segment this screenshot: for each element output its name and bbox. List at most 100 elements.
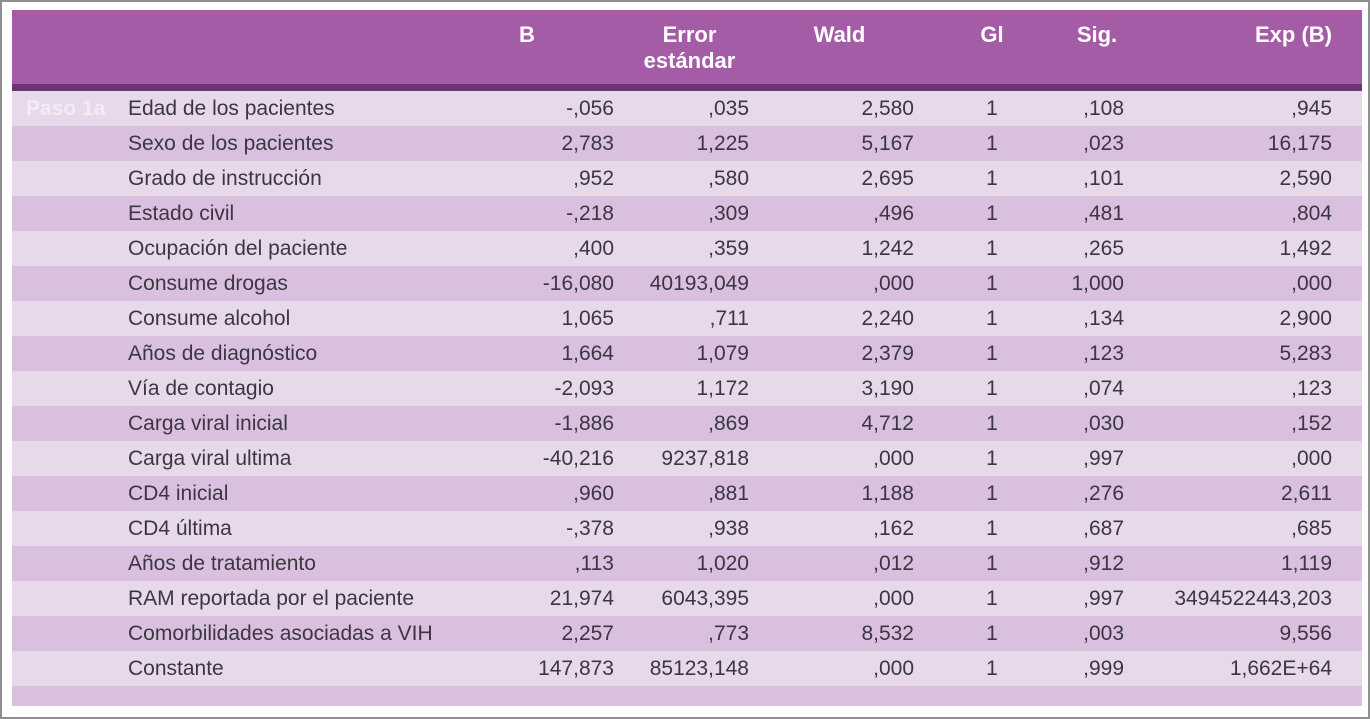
step-cell xyxy=(12,441,124,476)
exp-b-cell: ,945 xyxy=(1132,87,1362,126)
wald-cell: 8,532 xyxy=(757,616,922,651)
variable-cell: Sexo de los pacientes xyxy=(124,126,432,161)
step-cell xyxy=(12,161,124,196)
std-error-cell: ,938 xyxy=(622,511,757,546)
step-cell xyxy=(12,406,124,441)
wald-cell: 5,167 xyxy=(757,126,922,161)
b-value-cell: 21,974 xyxy=(432,581,622,616)
step-cell xyxy=(12,371,124,406)
table-row: Ocupación del paciente ,400 ,359 1,242 1… xyxy=(12,231,1362,266)
sig-cell: ,030 xyxy=(1062,406,1132,441)
b-value-cell: ,113 xyxy=(432,546,622,581)
b-value-cell: -2,093 xyxy=(432,371,622,406)
step-cell xyxy=(12,546,124,581)
variable-cell: Años de diagnóstico xyxy=(124,336,432,371)
variable-cell: Constante xyxy=(124,651,432,686)
exp-b-cell: ,804 xyxy=(1132,196,1362,231)
exp-b-cell: ,152 xyxy=(1132,406,1362,441)
gl-cell: 1 xyxy=(922,511,1062,546)
gl-cell: 1 xyxy=(922,651,1062,686)
b-value-cell: 147,873 xyxy=(432,651,622,686)
table-row: CD4 inicial ,960 ,881 1,188 1 ,276 2,611 xyxy=(12,476,1362,511)
variable-cell: Edad de los pacientes xyxy=(124,87,432,126)
table-row: Carga viral ultima -40,216 9237,818 ,000… xyxy=(12,441,1362,476)
b-value-cell: 1,664 xyxy=(432,336,622,371)
wald-cell: ,162 xyxy=(757,511,922,546)
header-sig: Sig. xyxy=(1062,10,1132,91)
std-error-cell: 1,172 xyxy=(622,371,757,406)
exp-b-cell: 1,492 xyxy=(1132,231,1362,266)
exp-b-cell: 1,119 xyxy=(1132,546,1362,581)
exp-b-cell: 9,556 xyxy=(1132,616,1362,651)
step-cell xyxy=(12,336,124,371)
b-value-cell: 2,257 xyxy=(432,616,622,651)
b-value-cell: -40,216 xyxy=(432,441,622,476)
table-row: Comorbilidades asociadas a VIH 2,257 ,77… xyxy=(12,616,1362,651)
variable-cell: Consume drogas xyxy=(124,266,432,301)
wald-cell: ,000 xyxy=(757,581,922,616)
table-row: Consume drogas -16,080 40193,049 ,000 1 … xyxy=(12,266,1362,301)
variable-cell: Años de tratamiento xyxy=(124,546,432,581)
std-error-cell: ,359 xyxy=(622,231,757,266)
header-b: B xyxy=(432,10,622,91)
table-row: Paso 1a Edad de los pacientes -,056 ,035… xyxy=(12,87,1362,126)
sig-cell: ,687 xyxy=(1062,511,1132,546)
step-cell xyxy=(12,511,124,546)
header-wald: Wald xyxy=(757,10,922,91)
b-value-cell: ,400 xyxy=(432,231,622,266)
header-exp-b: Exp (B) xyxy=(1132,10,1362,91)
gl-cell: 1 xyxy=(922,301,1062,336)
variable-cell: Comorbilidades asociadas a VIH xyxy=(124,616,432,651)
table-row: Estado civil -,218 ,309 ,496 1 ,481 ,804 xyxy=(12,196,1362,231)
wald-cell: ,496 xyxy=(757,196,922,231)
gl-cell: 1 xyxy=(922,336,1062,371)
wald-cell: 2,240 xyxy=(757,301,922,336)
sig-cell: 1,000 xyxy=(1062,266,1132,301)
std-error-cell: ,773 xyxy=(622,616,757,651)
table-row: Carga viral inicial -1,886 ,869 4,712 1 … xyxy=(12,406,1362,441)
b-value-cell: 2,783 xyxy=(432,126,622,161)
gl-cell: 1 xyxy=(922,581,1062,616)
wald-cell: ,000 xyxy=(757,441,922,476)
gl-cell: 1 xyxy=(922,87,1062,126)
table-row: Consume alcohol 1,065 ,711 2,240 1 ,134 … xyxy=(12,301,1362,336)
wald-cell: ,000 xyxy=(757,266,922,301)
table-row: Grado de instrucción ,952 ,580 2,695 1 ,… xyxy=(12,161,1362,196)
b-value-cell: -,378 xyxy=(432,511,622,546)
logistic-regression-table: B Error estándar Wald Gl Sig. Exp (B) Pa… xyxy=(12,10,1362,706)
b-value-cell: -,218 xyxy=(432,196,622,231)
std-error-cell: 6043,395 xyxy=(622,581,757,616)
variable-cell: Carga viral inicial xyxy=(124,406,432,441)
wald-cell: 1,242 xyxy=(757,231,922,266)
variable-cell: Ocupación del paciente xyxy=(124,231,432,266)
wald-cell: 4,712 xyxy=(757,406,922,441)
wald-cell: 2,695 xyxy=(757,161,922,196)
step-cell xyxy=(12,616,124,651)
std-error-cell: ,711 xyxy=(622,301,757,336)
sig-cell: ,101 xyxy=(1062,161,1132,196)
gl-cell: 1 xyxy=(922,231,1062,266)
gl-cell: 1 xyxy=(922,406,1062,441)
gl-cell: 1 xyxy=(922,371,1062,406)
variable-cell: RAM reportada por el paciente xyxy=(124,581,432,616)
gl-cell: 1 xyxy=(922,266,1062,301)
step-cell xyxy=(12,196,124,231)
wald-cell: 2,580 xyxy=(757,87,922,126)
table-row: CD4 última -,378 ,938 ,162 1 ,687 ,685 xyxy=(12,511,1362,546)
variable-cell: Estado civil xyxy=(124,196,432,231)
gl-cell: 1 xyxy=(922,126,1062,161)
b-value-cell: ,960 xyxy=(432,476,622,511)
table-row: Vía de contagio -2,093 1,172 3,190 1 ,07… xyxy=(12,371,1362,406)
step-cell: Paso 1a xyxy=(12,87,124,126)
sig-cell: ,997 xyxy=(1062,441,1132,476)
step-cell xyxy=(12,231,124,266)
gl-cell: 1 xyxy=(922,546,1062,581)
sig-cell: ,481 xyxy=(1062,196,1132,231)
gl-cell: 1 xyxy=(922,161,1062,196)
step-cell xyxy=(12,126,124,161)
step-cell xyxy=(12,476,124,511)
variable-cell: CD4 última xyxy=(124,511,432,546)
exp-b-cell: 16,175 xyxy=(1132,126,1362,161)
table-row: Años de diagnóstico 1,664 1,079 2,379 1 … xyxy=(12,336,1362,371)
